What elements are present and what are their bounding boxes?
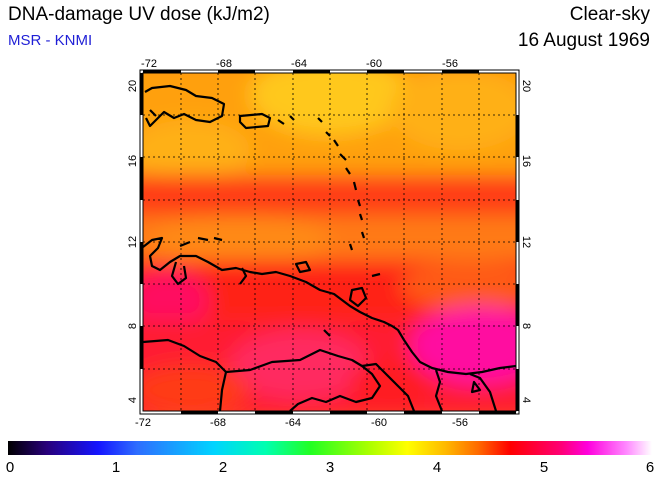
puerto-rico-coast: [238, 112, 272, 130]
margarita-island: [294, 260, 312, 274]
lat-ticks-left: 4 8 12 16 20: [127, 80, 139, 403]
french-guiana-border: [469, 372, 498, 411]
uv-dose-field: [143, 73, 516, 411]
lat-tick-label: 20: [520, 80, 532, 92]
lat-tick-label: 4: [127, 397, 139, 403]
lon-tick-label: -72: [141, 58, 157, 70]
lon-tick-label: -64: [291, 58, 307, 70]
map-frame: [139, 69, 520, 415]
lon-tick-label: -60: [371, 417, 387, 429]
colombia-venezuela-border: [143, 338, 228, 411]
lat-ticks-right: 4 8 12 16 20: [520, 80, 532, 403]
date-label: 16 August 1969: [517, 30, 650, 51]
lat-tick-label: 20: [127, 80, 139, 92]
trinidad-coast: [348, 286, 368, 308]
colorbar-label: 0: [5, 459, 15, 476]
colorbar: [8, 441, 652, 455]
south-america-coast: [143, 236, 516, 376]
lon-tick-label: -60: [366, 58, 382, 70]
coastlines: [143, 84, 516, 411]
lon-ticks-top: -72 -68 -64 -60 -56: [141, 58, 458, 70]
lon-tick-label: -68: [210, 417, 226, 429]
colorbar-label: 4: [432, 459, 442, 476]
colorbar-label: 5: [539, 459, 549, 476]
lat-tick-label: 12: [127, 236, 139, 248]
lat-tick-label: 8: [127, 323, 139, 329]
guyana-border: [361, 362, 416, 411]
lon-tick-label: -56: [452, 417, 468, 429]
suriname-border: [434, 369, 444, 411]
lon-tick-label: -72: [135, 417, 151, 429]
colorbar-label: 6: [645, 459, 655, 476]
lat-tick-label: 16: [520, 155, 532, 167]
small-islands: [149, 109, 482, 394]
lon-tick-label: -68: [216, 58, 232, 70]
sky-condition-label: Clear-sky: [569, 4, 650, 25]
tobago-island: [371, 272, 381, 278]
lat-tick-label: 16: [127, 155, 139, 167]
lat-tick-label: 12: [520, 236, 532, 248]
colorbar-label: 3: [325, 459, 335, 476]
map-title: DNA-damage UV dose (kJ/m2): [8, 4, 270, 25]
lat-tick-label: 8: [520, 323, 532, 329]
source-label: MSR - KNMI: [8, 32, 93, 49]
lon-tick-label: -56: [442, 58, 458, 70]
lon-tick-label: -64: [285, 417, 301, 429]
colorbar-label: 1: [111, 459, 121, 476]
colorbar-label: 2: [218, 459, 228, 476]
lat-tick-label: 4: [520, 397, 532, 403]
lon-ticks-bottom: -72 -68 -64 -60 -56: [135, 417, 468, 429]
hispaniola-coast: [144, 84, 226, 128]
venezuela-brazil-border: [225, 348, 382, 411]
graticule: [143, 73, 516, 411]
uv-dose-map: -72 -68 -64 -60 -56 -72 -68 -64 -60 -56 …: [127, 58, 532, 429]
